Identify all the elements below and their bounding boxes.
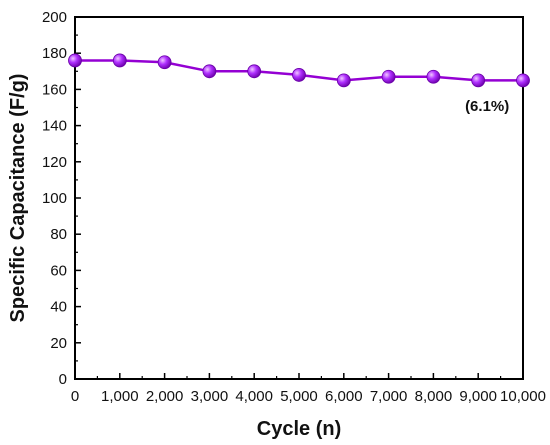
x-tick-label: 8,000 xyxy=(415,388,453,405)
y-tick-label: 100 xyxy=(42,190,67,207)
x-tick-label: 1,000 xyxy=(101,388,139,405)
data-point xyxy=(247,64,262,79)
y-tick-label: 60 xyxy=(50,262,67,279)
y-tick-label: 140 xyxy=(42,118,67,135)
data-point xyxy=(112,53,127,68)
data-point xyxy=(202,64,217,79)
y-tick-label: 200 xyxy=(42,9,67,26)
data-point xyxy=(336,73,351,88)
y-axis-title: Specific Capacitance (F/g) xyxy=(7,74,29,323)
y-ticks: 0 20 40 60 80 100 120 140 160 180 200 xyxy=(42,9,81,388)
x-ticks: 0 1,000 2,000 3,000 4,000 5,000 6,000 7,000 8,00… xyxy=(71,373,546,405)
y-tick-label: 160 xyxy=(42,81,67,98)
y-tick-label: 180 xyxy=(42,45,67,62)
x-tick-label: 10,000 xyxy=(500,388,546,405)
data-point xyxy=(68,53,82,68)
data-point xyxy=(381,69,396,84)
data-point xyxy=(426,69,441,84)
data-point xyxy=(157,55,172,70)
data-point xyxy=(292,68,306,82)
data-point xyxy=(471,73,486,88)
series-markers xyxy=(68,53,530,88)
plot-area: 0 1,000 2,000 3,000 4,000 5,000 6,000 7,000 8,00… xyxy=(42,9,546,405)
y-tick-label: 40 xyxy=(50,299,67,316)
x-tick-label: 0 xyxy=(71,388,79,405)
retention-annotation: (6.1%) xyxy=(465,98,509,115)
x-tick-label: 6,000 xyxy=(325,388,363,405)
y-tick-label: 120 xyxy=(42,154,67,171)
y-tick-label: 80 xyxy=(50,226,67,243)
x-tick-label: 4,000 xyxy=(235,388,273,405)
y-tick-label: 0 xyxy=(59,371,67,388)
x-tick-label: 9,000 xyxy=(459,388,497,405)
x-tick-label: 5,000 xyxy=(280,388,318,405)
data-point xyxy=(516,73,530,88)
x-tick-label: 2,000 xyxy=(146,388,184,405)
x-axis-title: Cycle (n) xyxy=(257,418,341,440)
y-tick-label: 20 xyxy=(50,335,67,352)
x-tick-label: 3,000 xyxy=(191,388,229,405)
x-tick-label: 7,000 xyxy=(370,388,408,405)
